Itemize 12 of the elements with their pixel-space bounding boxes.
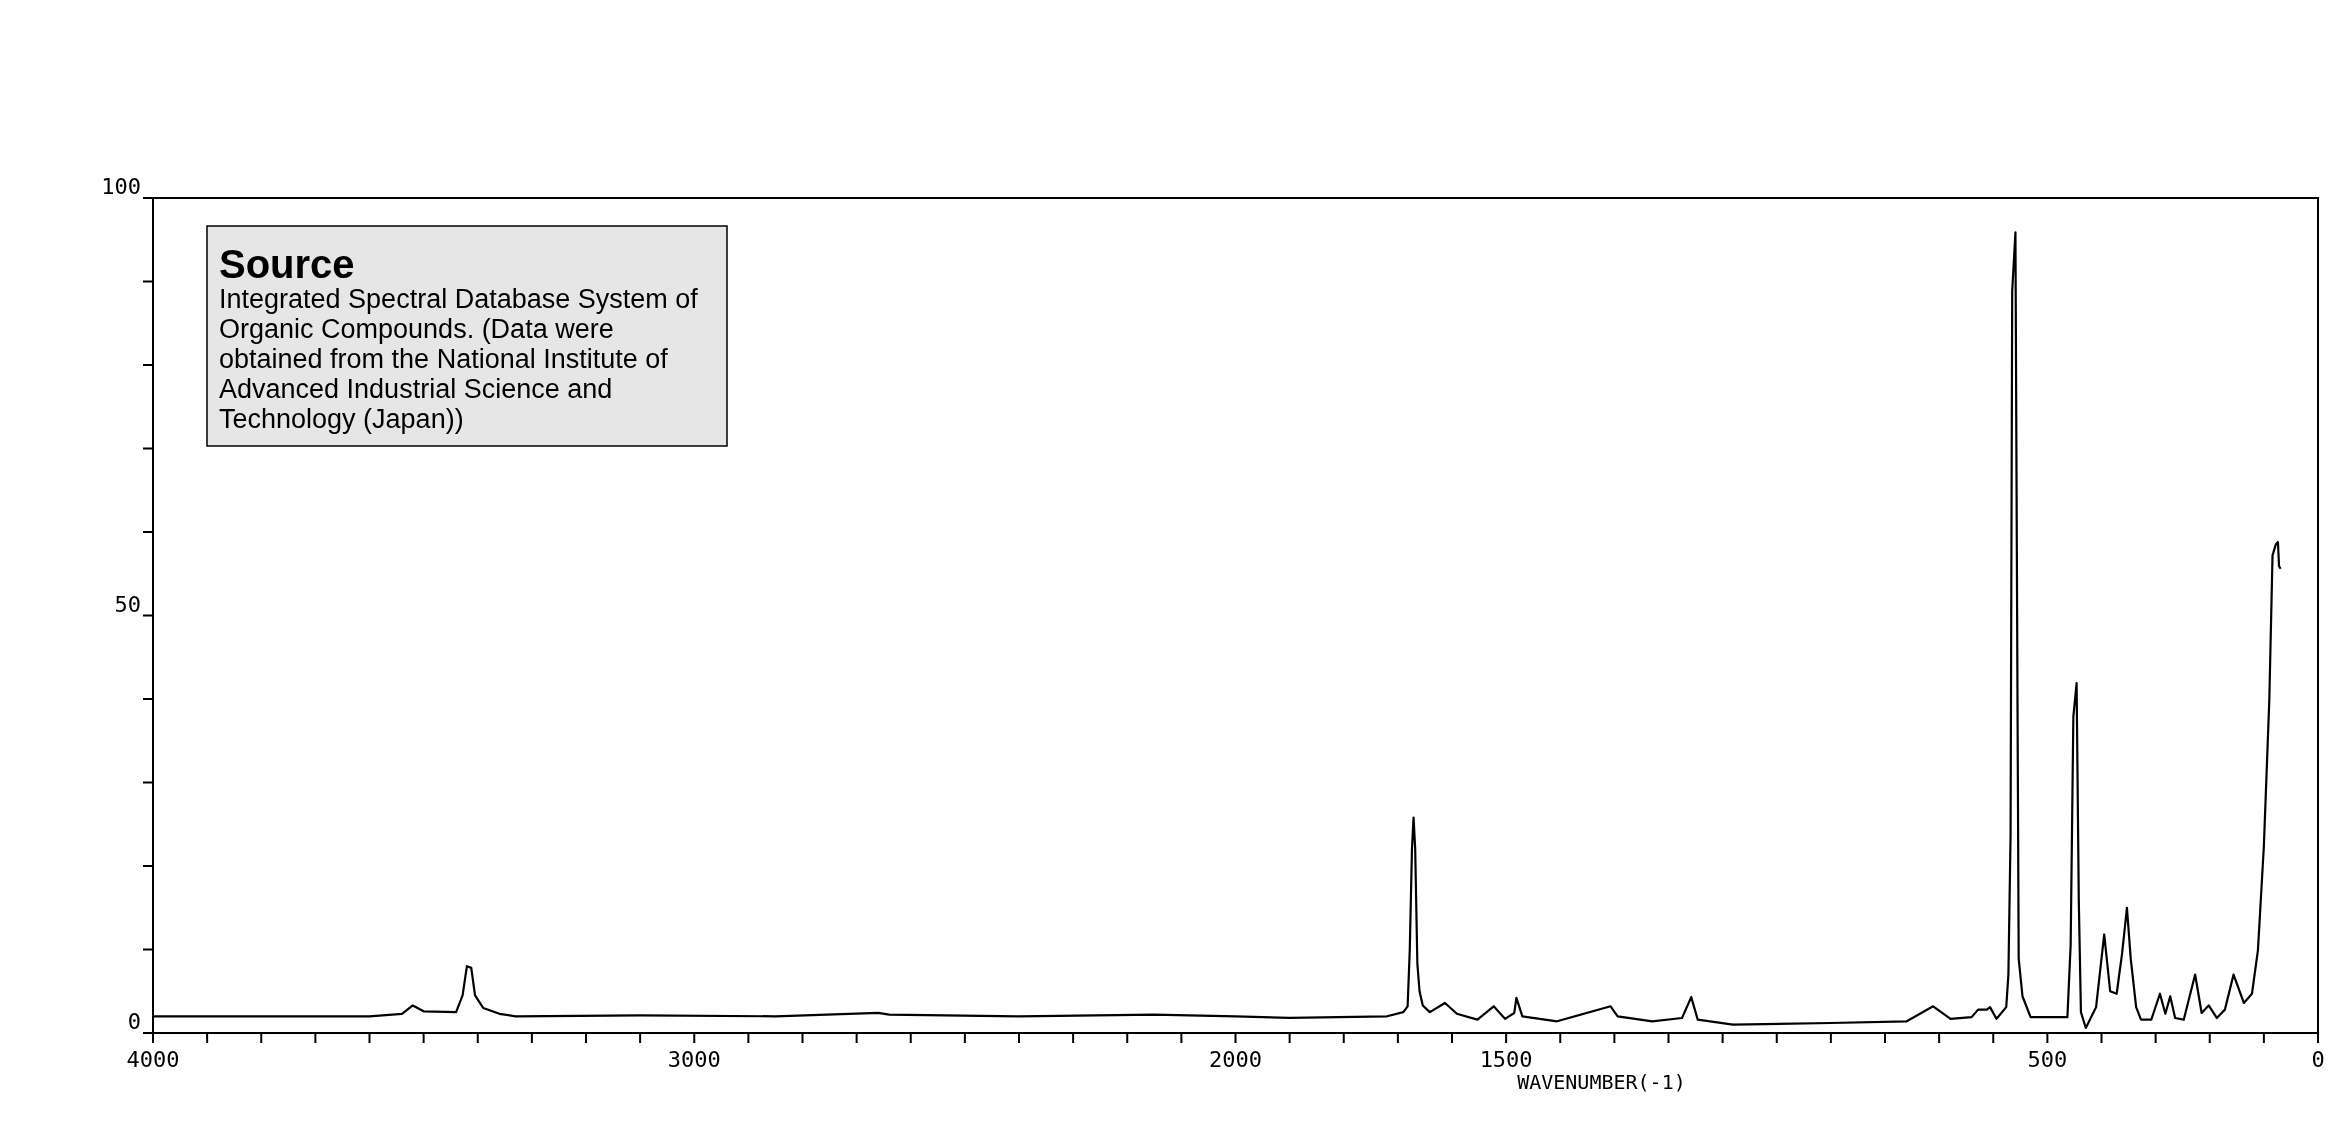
y-tick-label: 100 <box>101 174 141 199</box>
x-tick-label: 2000 <box>1209 1047 1262 1072</box>
x-tick-label: 0 <box>2311 1047 2325 1072</box>
y-tick-label: 50 <box>114 591 141 617</box>
x-tick-label: 4000 <box>126 1047 180 1072</box>
x-tick-label: 500 <box>2027 1047 2068 1072</box>
annotation: Integrated Spectral Database System of Organic Compounds. (Data were obtained from the National Institute of Advanced Industrial Science and Technology (Japan)) <box>219 284 699 434</box>
y-tick-label: 0 <box>127 1009 141 1034</box>
annotation: Source <box>219 242 355 286</box>
x-tick-label: 3000 <box>667 1047 721 1072</box>
x-tick-label: 1500 <box>1479 1047 1533 1072</box>
x-axis-title: WAVENUMBER(-1) <box>1517 1070 1686 1094</box>
